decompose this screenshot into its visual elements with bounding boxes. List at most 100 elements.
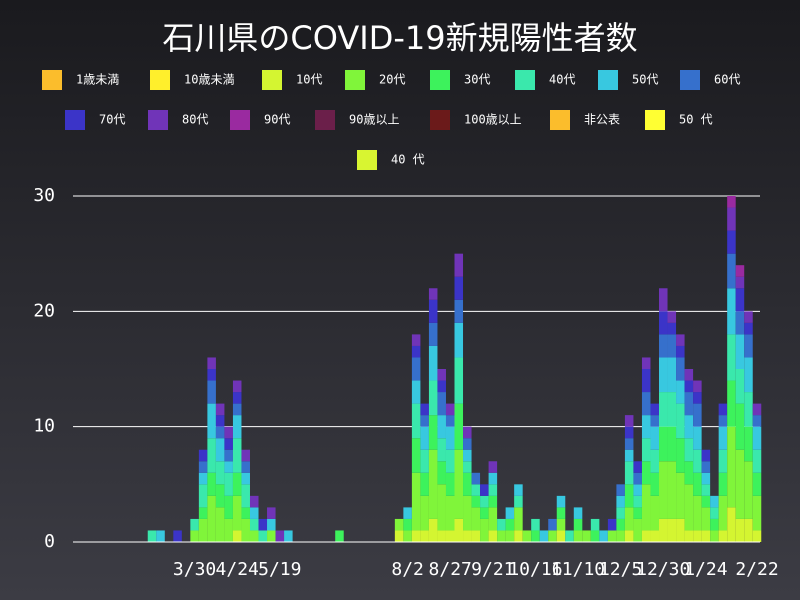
bar-segment bbox=[454, 403, 464, 450]
bar-segment bbox=[684, 415, 694, 439]
bar-segment bbox=[693, 380, 702, 393]
bar-segment bbox=[667, 322, 677, 335]
x-tick-label: 4/24 bbox=[216, 559, 259, 580]
bar-segment bbox=[428, 380, 438, 416]
bar-segment bbox=[684, 392, 694, 416]
bar-segment bbox=[232, 392, 242, 404]
legend-label: 100歳以上 bbox=[464, 113, 522, 127]
legend-swatch bbox=[230, 110, 250, 130]
bar-segment bbox=[693, 472, 702, 496]
legend-swatch bbox=[148, 110, 168, 130]
bar-segment bbox=[522, 530, 532, 542]
bar-segment bbox=[249, 530, 259, 542]
bar-segment bbox=[727, 196, 736, 208]
bar-segment bbox=[616, 507, 625, 519]
bar-segment bbox=[641, 530, 651, 542]
bar-segment bbox=[659, 518, 668, 542]
bar-segment bbox=[531, 518, 540, 531]
legend-label: 40代 bbox=[549, 73, 575, 87]
bar-segment bbox=[624, 415, 634, 427]
bar-segment bbox=[752, 449, 762, 473]
bar-segment bbox=[650, 449, 660, 473]
legend-label: 90代 bbox=[264, 113, 290, 127]
bar-segment bbox=[198, 449, 208, 462]
bar-segment bbox=[463, 495, 472, 531]
bar-segment bbox=[650, 495, 660, 531]
x-tick-label: 8/2 bbox=[391, 559, 424, 580]
bar-segment bbox=[752, 530, 762, 542]
x-tick-label: 12/30 bbox=[636, 559, 690, 580]
bar-segment bbox=[556, 530, 566, 542]
bar-segment bbox=[454, 449, 464, 519]
bar-segment bbox=[241, 461, 250, 473]
bar-segment bbox=[207, 495, 216, 542]
bar-segment bbox=[224, 426, 233, 439]
x-tick-label: 10/16 bbox=[508, 559, 562, 580]
legend-swatch bbox=[42, 70, 62, 90]
bar-segment bbox=[488, 507, 498, 531]
bar-segment bbox=[505, 507, 515, 519]
bar-segment bbox=[471, 495, 481, 508]
bar-segment bbox=[411, 438, 421, 473]
bar-segment bbox=[633, 472, 642, 485]
bar-segment bbox=[232, 495, 242, 531]
bar-segment bbox=[624, 449, 634, 462]
bar-segment bbox=[428, 415, 438, 450]
bar-segment bbox=[411, 357, 421, 381]
bar-segment bbox=[624, 461, 634, 485]
bar-segment bbox=[215, 438, 225, 462]
bar-segment bbox=[445, 426, 455, 450]
bar-segment bbox=[624, 484, 634, 508]
y-tick-label: 20 bbox=[33, 300, 55, 321]
bar-segment bbox=[641, 438, 651, 462]
bar-segment bbox=[514, 530, 523, 542]
bar-segment bbox=[488, 472, 498, 485]
bar-segment bbox=[718, 472, 728, 496]
x-tick-label: 8/27 bbox=[429, 559, 472, 580]
bar-segment bbox=[744, 334, 753, 358]
bar-segment bbox=[590, 518, 600, 531]
bar-segment bbox=[241, 518, 250, 542]
bar-segment bbox=[667, 518, 677, 542]
bar-segment bbox=[710, 507, 719, 519]
bar-segment bbox=[684, 369, 694, 381]
legend-swatch bbox=[680, 70, 700, 90]
bar-segment bbox=[616, 495, 625, 508]
bar-segment bbox=[573, 518, 583, 531]
legend-label: 40 代 bbox=[391, 153, 425, 167]
bar-segment bbox=[480, 507, 489, 519]
bar-segment bbox=[420, 472, 429, 496]
legend-label: 80代 bbox=[182, 113, 208, 127]
bar-segment bbox=[454, 357, 464, 404]
bar-segment bbox=[471, 484, 481, 496]
bar-segment bbox=[744, 311, 753, 323]
bar-segment bbox=[471, 472, 481, 485]
bar-segment bbox=[735, 403, 745, 450]
bar-segment bbox=[437, 369, 446, 381]
bar-segment bbox=[249, 495, 259, 508]
bar-segment bbox=[633, 507, 642, 519]
bar-segment bbox=[428, 322, 438, 346]
bar-segment bbox=[224, 438, 233, 450]
bar-segment bbox=[641, 461, 651, 485]
bar-segment bbox=[241, 472, 250, 485]
bar-segment bbox=[693, 449, 702, 473]
bar-segment bbox=[744, 426, 753, 462]
bar-segment bbox=[735, 334, 745, 369]
legend-swatch bbox=[430, 110, 450, 130]
bar-segment bbox=[548, 518, 557, 531]
bar-segment bbox=[676, 334, 685, 346]
bar-segment bbox=[241, 484, 250, 508]
legend-swatch bbox=[65, 110, 85, 130]
bar-segment bbox=[684, 461, 694, 485]
bar-segment bbox=[752, 426, 762, 450]
bar-segment bbox=[463, 472, 472, 496]
bar-segment bbox=[411, 380, 421, 404]
bar-segment bbox=[437, 530, 446, 542]
bar-segment bbox=[556, 518, 566, 531]
bar-segment bbox=[445, 530, 455, 542]
bar-segment bbox=[727, 426, 736, 508]
bar-segment bbox=[394, 530, 404, 542]
bar-segment bbox=[505, 530, 515, 542]
bar-segment bbox=[701, 484, 711, 496]
